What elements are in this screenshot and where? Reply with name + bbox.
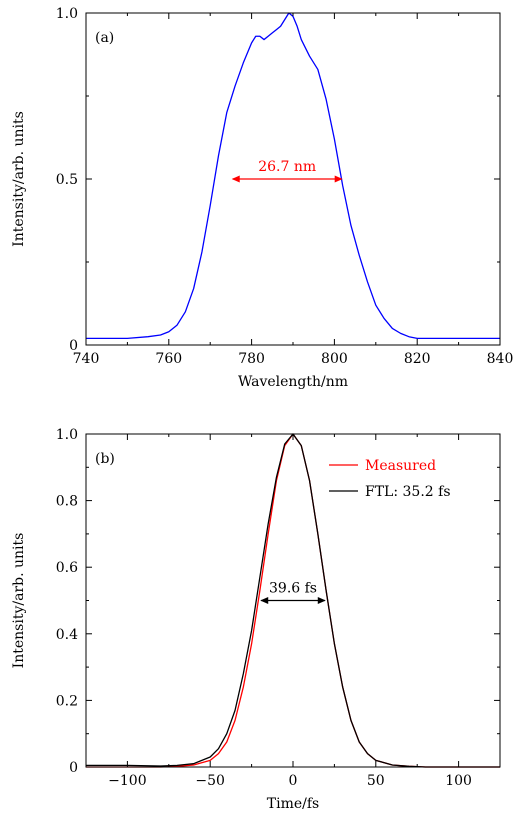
x-tick-label: 50 [367, 773, 385, 789]
panel-label: (a) [95, 30, 114, 46]
fwhm-arrowhead-right [334, 175, 343, 183]
fwhm-label: 39.6 fs [269, 581, 317, 597]
panel-a: 740 760 780 800 820 840 0 0.5 1.0 Wavelength/nm In… [11, 6, 513, 390]
x-axis-label: Wavelength/nm [238, 374, 348, 390]
x-tick-label: −50 [195, 773, 225, 789]
x-tick-label: 840 [487, 351, 514, 367]
x-tick-label: 760 [155, 351, 182, 367]
legend-label: Measured [365, 458, 436, 474]
fwhm-arrowhead-right [317, 597, 326, 604]
x-tick-label: −100 [108, 773, 146, 789]
y-axis-label: Intensity/arb. units [11, 111, 27, 247]
y-tick-label: 0 [69, 760, 78, 776]
y-tick-label: 0.2 [56, 693, 78, 709]
x-tick-label: 740 [73, 351, 100, 367]
y-tick-label: 0.4 [56, 627, 78, 643]
panel-b: −100 −50 0 50 100 0 0.2 0.4 0.6 0.8 1.0 Time/fs Inte… [11, 427, 501, 812]
fwhm-label: 26.7 nm [258, 159, 316, 175]
panel-label: (b) [95, 451, 115, 467]
y-axis-label: Intensity/arb. units [11, 533, 27, 669]
x-tick-label: 0 [289, 773, 298, 789]
fwhm-arrowhead-left [260, 597, 269, 604]
series-line-spectrum [86, 12, 500, 340]
y-tick-label: 1.0 [56, 6, 78, 22]
x-tick-label: 800 [321, 351, 348, 367]
x-tick-label: 780 [238, 351, 265, 367]
y-tick-label: 1.0 [56, 427, 78, 443]
x-tick-label: 100 [445, 773, 472, 789]
y-tick-label: 0.8 [56, 494, 78, 510]
y-tick-label: 0.6 [56, 560, 78, 576]
y-tick-label: 0.5 [56, 172, 78, 188]
y-tick-label: 0 [69, 338, 78, 354]
fwhm-arrowhead-left [231, 175, 240, 183]
x-axis-label: Time/fs [267, 796, 319, 812]
x-tick-label: 820 [404, 351, 431, 367]
legend-label: FTL: 35.2 fs [365, 484, 451, 500]
